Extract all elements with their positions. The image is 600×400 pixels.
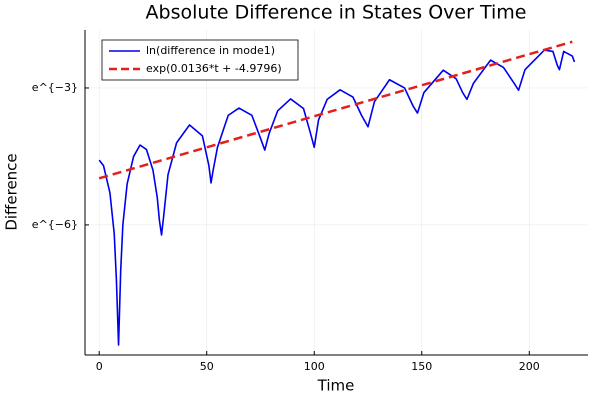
legend-label: exp(0.0136*t + -4.9796) [146,62,282,75]
y-axis-label: Difference [3,153,21,230]
x-axis-label: Time [317,377,355,395]
chart-title: Absolute Difference in States Over Time [146,2,527,24]
y-tick-label: e^{−3} [32,81,78,94]
series-line [98,49,576,346]
legend-label: ln(difference in mode1) [146,44,275,57]
series-line [98,40,573,180]
legend-box [101,39,299,81]
x-tick-label: 50 [200,360,214,373]
y-tick-label: e^{−6} [32,218,78,231]
x-tick-label: 200 [519,360,540,373]
x-tick-label: 150 [411,360,432,373]
x-tick-label: 0 [96,360,103,373]
x-tick-label: 100 [304,360,325,373]
